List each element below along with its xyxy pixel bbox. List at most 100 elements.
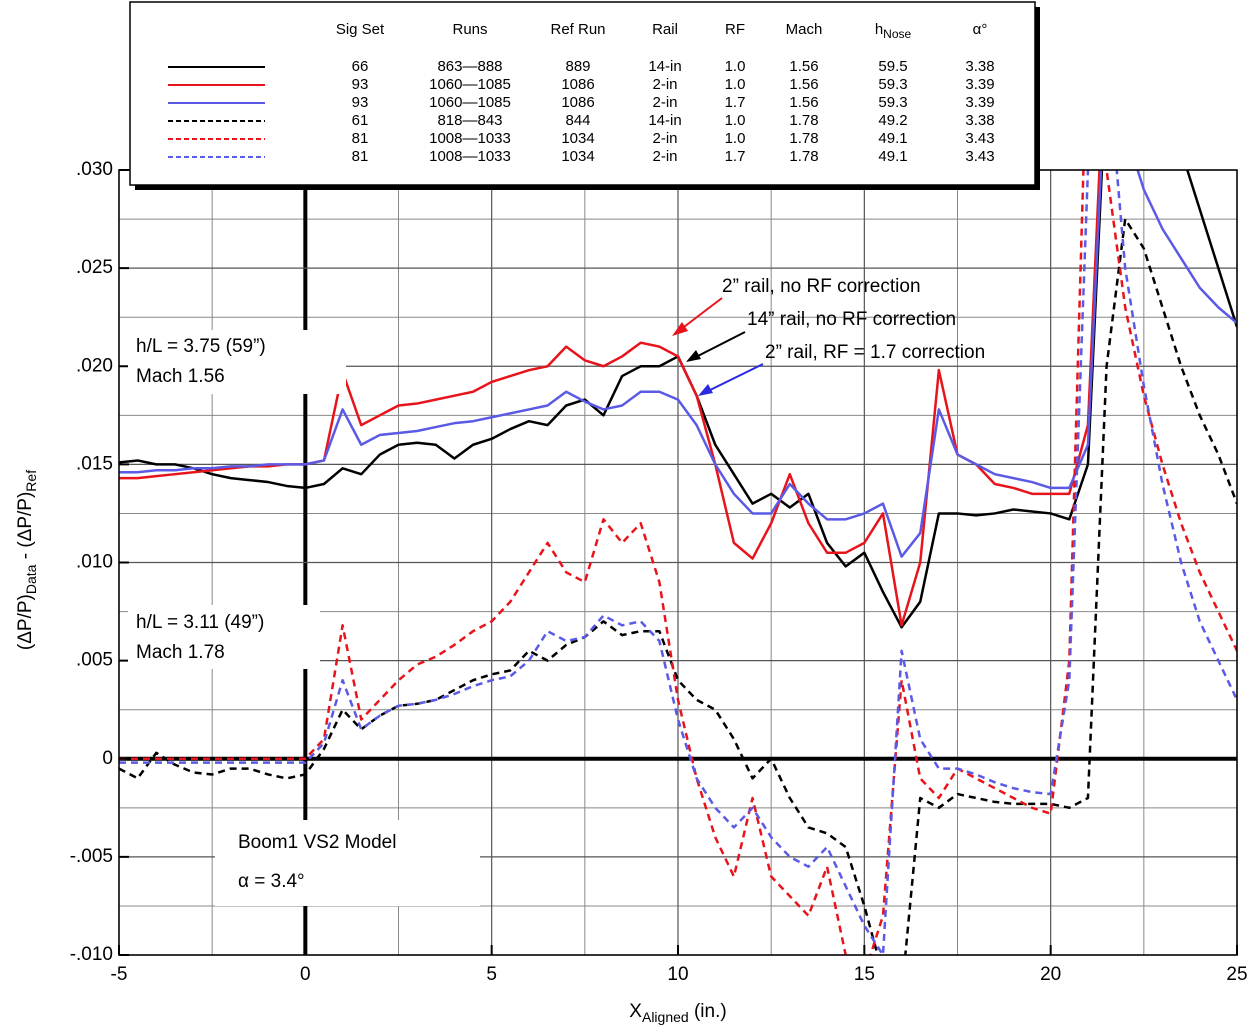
y-axis-label: (ΔP/P)Data - (ΔP/P)Ref (15, 470, 39, 650)
arrow-head (698, 384, 713, 396)
legend-cell: 1.56 (789, 58, 818, 75)
legend-cell: 49.1 (878, 148, 907, 165)
legend-cell: 81 (352, 130, 369, 147)
legend-header: hNose (875, 21, 912, 41)
y-tick-label: .010 (76, 552, 113, 573)
label-text: (ΔP/P) (15, 594, 36, 650)
label-text: X (629, 1001, 642, 1022)
legend-cell: 3.43 (965, 130, 994, 147)
annotation: Mach 1.56 (136, 366, 225, 387)
label-text: - (ΔP/P) (15, 492, 36, 565)
annotation: 14” rail, no RF correction (747, 309, 956, 330)
legend-cell: 1.7 (725, 94, 746, 111)
legend-cell: 1.0 (725, 112, 746, 129)
label-text: (in.) (689, 1001, 727, 1022)
series-line (119, 170, 1237, 955)
x-axis-label: XAligned (in.) (629, 1001, 726, 1025)
arrow-head (672, 322, 688, 336)
x-tick-label: 25 (1226, 964, 1247, 985)
x-tick-label: 10 (667, 964, 688, 985)
legend-cell: 1.78 (789, 112, 818, 129)
legend: Sig Set Runs Ref Run Rail RF Mach hNose α° 66 863… (129, 1, 1036, 186)
legend-header: Mach (786, 21, 823, 38)
x-tick-label: 5 (486, 964, 497, 985)
legend-cell: 1.56 (789, 94, 818, 111)
legend-cell: 3.43 (965, 148, 994, 165)
y-tick-label: -.005 (70, 846, 113, 867)
annotation: Mach 1.78 (136, 642, 225, 663)
annotation: 2” rail, no RF correction (722, 276, 921, 297)
legend-cell: 2-in (652, 76, 677, 93)
legend-cell: 2-in (652, 94, 677, 111)
legend-cell: 14-in (648, 58, 681, 75)
legend-cell: 1008—1033 (429, 130, 511, 147)
legend-cell: 3.38 (965, 112, 994, 129)
x-tick-label: 15 (854, 964, 875, 985)
legend-cell: 1060—1085 (429, 94, 511, 111)
legend-cell: 1.0 (725, 58, 746, 75)
label-box (128, 605, 320, 669)
legend-cell: 1034 (561, 130, 594, 147)
legend-cell: 3.39 (965, 76, 994, 93)
series-line (119, 170, 1237, 558)
y-tick-label: .030 (76, 159, 113, 180)
legend-cell: 3.38 (965, 58, 994, 75)
annotation: 2” rail, RF = 1.7 correction (765, 342, 985, 363)
annotation: h/L = 3.11 (49”) (136, 612, 264, 633)
legend-cell: 1.0 (725, 130, 746, 147)
legend-cell: 1.56 (789, 76, 818, 93)
legend-header: α° (973, 21, 988, 38)
label-subscript: Aligned (642, 1009, 689, 1025)
y-tick-label: .005 (76, 650, 113, 671)
legend-cell: 93 (352, 94, 369, 111)
plot-lines (119, 170, 1237, 955)
annotation: h/L = 3.75 (59”) (136, 336, 266, 357)
legend-cell: 59.3 (878, 94, 907, 111)
legend-header: RF (725, 21, 745, 38)
legend-header: Rail (652, 21, 678, 38)
annotations: 2” rail, no RF correction 14” rail, no RF… (136, 276, 985, 892)
legend-cell: 93 (352, 76, 369, 93)
legend-cell: 844 (565, 112, 590, 129)
legend-cell: 1.78 (789, 148, 818, 165)
x-tick-label: 20 (1040, 964, 1061, 985)
annotation: α = 3.4° (238, 871, 305, 892)
label-subscript: Ref (23, 470, 39, 492)
arrow-head (686, 350, 701, 362)
legend-header: Ref Run (550, 21, 605, 38)
legend-cell: 49.1 (878, 130, 907, 147)
legend-cell: 1086 (561, 76, 594, 93)
y-tick-label: .015 (76, 453, 113, 474)
legend-cell: 61 (352, 112, 369, 129)
y-tick-label: -.010 (70, 944, 113, 965)
legend-cell: 49.2 (878, 112, 907, 129)
legend-header: Sig Set (336, 21, 385, 38)
legend-cell: 1.78 (789, 130, 818, 147)
annotation: Boom1 VS2 Model (238, 832, 396, 853)
x-tick-label: -5 (111, 964, 128, 985)
legend-cell: 14-in (648, 112, 681, 129)
y-tick-label: .025 (76, 257, 113, 278)
legend-cell: 3.39 (965, 94, 994, 111)
label-box (128, 330, 346, 394)
legend-header-sub: Nose (883, 27, 911, 41)
y-tick-label: .020 (76, 355, 113, 376)
ticks: -5 0 5 10 15 20 25 -.010 -.005 0 .005 .010 .015 .020.… (70, 159, 1248, 985)
legend-cell: 81 (352, 148, 369, 165)
legend-cell: 1.0 (725, 76, 746, 93)
x-tick-label: 0 (300, 964, 311, 985)
legend-cell: 59.5 (878, 58, 907, 75)
legend-cell: 1008—1033 (429, 148, 511, 165)
legend-cell: 1.7 (725, 148, 746, 165)
legend-cell: 1034 (561, 148, 594, 165)
legend-cell: 66 (352, 58, 369, 75)
arrow (689, 331, 746, 361)
legend-cell: 818—843 (437, 112, 502, 129)
legend-header-text: h (875, 21, 883, 38)
legend-cell: 863—888 (437, 58, 502, 75)
legend-cell: 59.3 (878, 76, 907, 93)
legend-cell: 1086 (561, 94, 594, 111)
legend-header: Runs (452, 21, 487, 38)
label-box (215, 820, 480, 906)
